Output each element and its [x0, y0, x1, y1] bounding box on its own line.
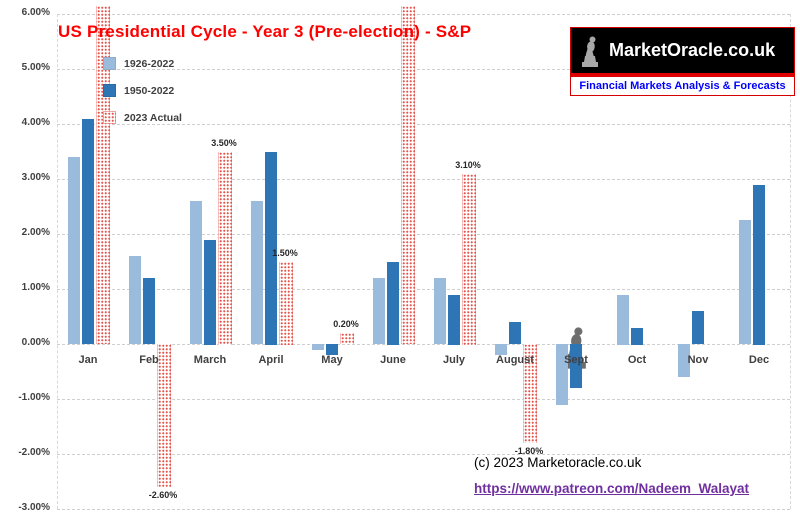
x-axis-label-nov: Nov	[687, 354, 709, 366]
bar-2023-actual-may	[340, 333, 354, 344]
bar-1926-2022-feb	[129, 256, 141, 344]
data-label-feb: -2.60%	[148, 490, 178, 500]
plot-right-border	[790, 14, 791, 509]
x-axis-label-jan: Jan	[78, 354, 98, 366]
legend-swatch-red-dotted	[103, 111, 116, 124]
bar-1950-2022-sept	[570, 344, 582, 388]
legend-item-2023-actual: 2023 Actual	[103, 104, 182, 131]
bar-1950-2022-dec	[753, 185, 765, 345]
gridline-3.00%	[57, 179, 790, 180]
bar-1926-2022-sept	[556, 344, 568, 405]
copyright-text: (c) 2023 Marketoracle.co.uk	[474, 455, 642, 470]
gridline--1.00%	[57, 399, 790, 400]
legend-item-1950-2022: 1950-2022	[103, 77, 182, 104]
patreon-link[interactable]: https://www.patreon.com/Nadeem_Walayat	[474, 481, 750, 496]
y-axis-tick-label: -2.00%	[18, 447, 50, 458]
x-axis-label-july: July	[442, 354, 465, 366]
bar-1950-2022-april	[265, 152, 277, 345]
logo-top: MarketOracle.co.uk	[571, 28, 794, 73]
x-axis-label-sept: Sept	[564, 354, 588, 366]
x-axis-label-april: April	[258, 354, 284, 366]
y-axis-tick-label: 1.00%	[21, 282, 50, 293]
bar-1950-2022-feb	[143, 278, 155, 344]
bar-1926-2022-may	[312, 344, 324, 350]
x-axis-label-may: May	[321, 354, 343, 366]
y-axis-tick-label: -1.00%	[18, 392, 50, 403]
y-axis-tick-label: 4.00%	[21, 117, 50, 128]
data-label-april: 1.50%	[272, 248, 298, 258]
legend-item-1926-2022: 1926-2022	[103, 50, 182, 77]
bar-1950-2022-july	[448, 295, 460, 345]
data-label-may: 0.20%	[333, 319, 359, 329]
bar-1926-2022-march	[190, 201, 202, 344]
logo-tagline: Financial Markets Analysis & Forecasts	[579, 80, 786, 92]
legend-label: 2023 Actual	[124, 111, 182, 124]
bar-1950-2022-may	[326, 344, 338, 355]
chart-title: US Presidential Cycle - Year 3 (Pre-elec…	[58, 22, 472, 41]
data-label-august: -1.80%	[514, 446, 544, 456]
bar-1926-2022-jan	[68, 157, 80, 344]
bar-1926-2022-oct	[617, 295, 629, 345]
y-axis-tick-label: 5.00%	[21, 62, 50, 73]
bar-1950-2022-june	[387, 262, 399, 345]
y-axis-tick-label: -3.00%	[18, 502, 50, 513]
logo-name: MarketOracle.co.uk	[609, 40, 776, 60]
bar-2023-actual-august	[523, 344, 537, 443]
data-label-march: 3.50%	[211, 138, 237, 148]
bar-1950-2022-oct	[631, 328, 643, 345]
gridline--3.00%	[57, 509, 790, 510]
bar-1926-2022-nov	[678, 344, 690, 377]
legend-label: 1926-2022	[124, 57, 175, 70]
data-label-july: 3.10%	[455, 160, 481, 170]
legend-label: 1950-2022	[124, 84, 175, 97]
legend-swatch-dark-blue	[103, 84, 116, 97]
gridline-6.00%	[57, 14, 790, 15]
bar-2023-actual-april	[279, 262, 293, 345]
gridline--2.00%	[57, 454, 790, 455]
gridline-2.00%	[57, 234, 790, 235]
y-axis-tick-label: 6.00%	[21, 7, 50, 18]
bar-1926-2022-august	[495, 344, 507, 355]
logo-red-underline	[571, 73, 794, 77]
bar-2023-actual-july	[462, 174, 476, 345]
gridline-0.00%	[57, 344, 790, 345]
bar-1950-2022-august	[509, 322, 521, 344]
x-axis-label-august: August	[496, 354, 534, 366]
x-axis-label-feb: Feb	[139, 354, 159, 366]
y-axis-tick-label: 2.00%	[21, 227, 50, 238]
bar-1950-2022-nov	[692, 311, 704, 344]
bar-2023-actual-feb	[157, 344, 171, 487]
bar-1950-2022-jan	[82, 119, 94, 344]
bar-1950-2022-march	[204, 240, 216, 345]
legend-swatch-light-blue	[103, 57, 116, 70]
x-axis-label-march: March	[193, 354, 227, 366]
gridline-1.00%	[57, 289, 790, 290]
gridline-5.00%	[57, 69, 790, 70]
x-axis-label-june: June	[380, 354, 406, 366]
bar-2023-actual-june	[401, 6, 415, 344]
bar-1926-2022-april	[251, 201, 263, 344]
y-axis-tick-label: 0.00%	[21, 337, 50, 348]
bar-1926-2022-dec	[739, 220, 751, 344]
bar-1926-2022-july	[434, 278, 446, 344]
y-axis-tick-label: 3.00%	[21, 172, 50, 183]
x-axis-label-oct: Oct	[627, 354, 647, 366]
gridline-4.00%	[57, 124, 790, 125]
x-axis-label-dec: Dec	[748, 354, 770, 366]
bar-2023-actual-march	[218, 152, 232, 345]
bar-1926-2022-june	[373, 278, 385, 344]
marketoracle-logo: MarketOracle.co.uk Financial Markets Ana…	[570, 27, 795, 96]
y-axis-line	[57, 14, 58, 509]
legend: 1926-2022 1950-2022 2023 Actual	[103, 50, 182, 131]
thinker-statue-icon	[582, 36, 598, 67]
